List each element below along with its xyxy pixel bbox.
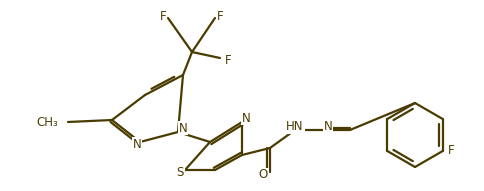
Text: F: F: [217, 10, 223, 23]
Text: N: N: [242, 112, 250, 125]
Text: HN: HN: [286, 121, 304, 134]
Text: F: F: [160, 10, 166, 23]
Text: N: N: [133, 138, 141, 151]
Text: CH₃: CH₃: [36, 116, 58, 129]
Text: S: S: [176, 167, 184, 180]
Text: O: O: [258, 168, 268, 181]
Text: F: F: [225, 53, 231, 66]
Text: F: F: [447, 145, 454, 158]
Text: N: N: [179, 121, 187, 134]
Text: N: N: [324, 121, 333, 134]
